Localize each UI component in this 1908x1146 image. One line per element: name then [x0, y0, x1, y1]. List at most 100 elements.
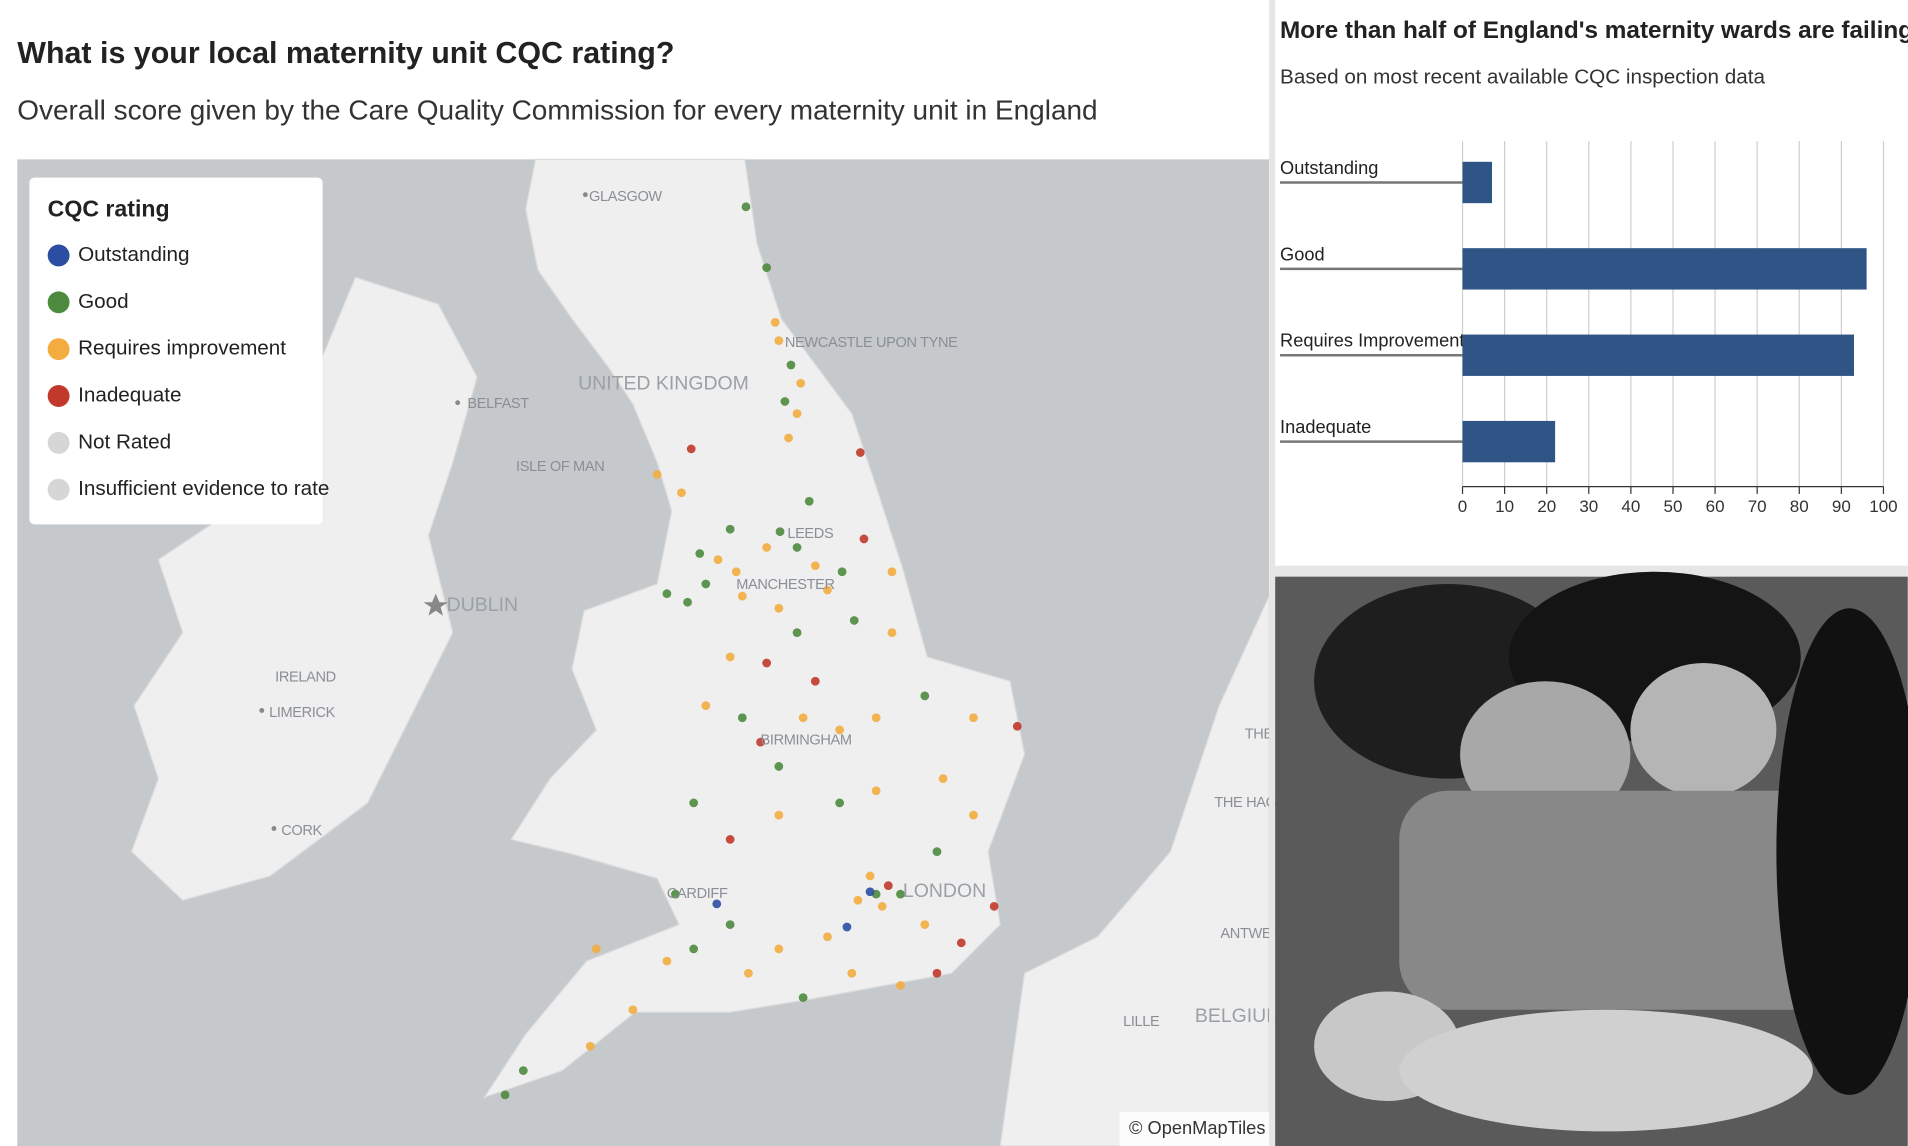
legend-label: Insufficient evidence to rate	[78, 477, 329, 500]
unit-dot	[989, 901, 999, 911]
legend-swatch	[47, 478, 70, 501]
unit-dot	[837, 567, 847, 577]
bar-chart: 0 10 20 30 40 50 60 70 80 90 100 Outstanding Good Req…	[1280, 141, 1898, 516]
unit-dot	[849, 616, 859, 625]
unit-dot	[887, 567, 897, 577]
unit-dot	[701, 701, 711, 710]
legend-label: Outstanding	[78, 243, 189, 266]
land-continent	[999, 595, 1270, 1146]
unit-dot	[762, 263, 772, 273]
place-label: BELFAST	[467, 396, 529, 412]
unit-dot	[896, 889, 905, 899]
unit-dot	[810, 676, 820, 686]
place-label: THE	[1245, 727, 1274, 743]
unit-dot	[774, 810, 784, 820]
map-subtitle: Overall score given by the Care Quality …	[17, 94, 1097, 125]
x-tick-label: 80	[1790, 497, 1809, 516]
unit-dot	[774, 336, 784, 346]
place-label: LILLE	[1123, 1014, 1160, 1030]
legend-swatch	[47, 431, 70, 454]
photo	[1275, 571, 1908, 1146]
divider	[1269, 0, 1276, 1146]
legend-label: Requires improvement	[78, 337, 286, 360]
city-dot	[271, 826, 277, 831]
y-tick-label: Outstanding	[1280, 157, 1378, 178]
legend-swatch	[47, 244, 70, 267]
photo-shape	[1776, 608, 1908, 1095]
bar	[1462, 334, 1854, 376]
unit-dot	[585, 1041, 595, 1051]
unit-dot	[677, 488, 686, 498]
unit-dot	[883, 881, 893, 891]
unit-dot	[744, 968, 753, 978]
unit-dot	[798, 993, 808, 1002]
x-tick-label: 30	[1579, 497, 1598, 516]
x-tick-label: 0	[1458, 497, 1467, 516]
unit-dot	[713, 555, 723, 564]
unit-dot	[810, 561, 820, 571]
unit-dot	[842, 922, 852, 932]
place-label: UNITED KINGDOM	[578, 373, 749, 395]
x-tick-label: 20	[1537, 497, 1556, 516]
unit-dot	[835, 798, 845, 808]
divider	[1275, 565, 1908, 577]
place-label: ISLE OF MAN	[516, 459, 604, 475]
city-dot	[582, 192, 588, 198]
x-tick-label: 10	[1495, 497, 1514, 516]
legend-label: Good	[78, 290, 129, 313]
unit-dot	[774, 762, 784, 771]
place-label: ANTWER	[1220, 926, 1281, 942]
unit-dot	[956, 938, 966, 948]
place-label: BIRMINGHAM	[761, 733, 852, 749]
attribution: © OpenMapTiles	[1129, 1117, 1265, 1138]
unit-dot	[847, 968, 857, 978]
unit-dot	[804, 496, 814, 506]
unit-dot	[774, 603, 784, 613]
city-dot	[455, 400, 461, 406]
unit-dot	[725, 920, 735, 929]
map-title: What is your local maternity unit CQC ra…	[17, 36, 674, 70]
place-label: LIMERICK	[269, 705, 336, 721]
unit-dot	[823, 932, 832, 942]
unit-dot	[871, 713, 881, 723]
land-great-britain	[482, 158, 1026, 1099]
unit-dot	[591, 944, 601, 954]
unit-dot	[932, 847, 942, 856]
photo-shape	[1399, 1009, 1813, 1132]
unit-dot	[712, 899, 722, 909]
legend-label: Not Rated	[78, 430, 171, 453]
unit-dot	[969, 713, 978, 723]
place-label: LONDON	[903, 880, 986, 902]
photo-shape	[1399, 790, 1862, 1010]
unit-dot	[737, 713, 747, 723]
unit-dot	[756, 737, 765, 747]
place-label: CORK	[281, 823, 322, 839]
place-label: LEEDS	[787, 526, 834, 542]
unit-dot	[792, 628, 802, 637]
y-tick-label: Requires Improvement	[1280, 330, 1464, 351]
unit-dot	[762, 658, 772, 668]
unit-dot	[859, 534, 869, 544]
y-tick-label: Inadequate	[1280, 416, 1371, 437]
place-label: CARDIFF	[667, 886, 728, 902]
legend-swatch	[47, 385, 70, 407]
unit-dot	[762, 543, 772, 552]
unit-dot	[871, 786, 881, 796]
legend-box	[29, 177, 323, 525]
unit-dot	[877, 901, 887, 911]
unit-dot	[741, 202, 751, 212]
unit-dots	[500, 202, 1022, 1100]
place-label: MANCHESTER	[736, 577, 834, 593]
unit-dot	[662, 589, 672, 599]
unit-dot	[695, 549, 705, 558]
map[interactable]: GLASGOW NEWCASTLE UPON TYNE UNITED KINGD…	[17, 158, 1282, 1146]
unit-dot	[784, 433, 793, 443]
unit-dot	[792, 543, 802, 552]
unit-dot	[823, 585, 832, 595]
chart-title: More than half of England's maternity wa…	[1280, 17, 1908, 44]
unit-dot	[786, 360, 796, 370]
capital-star	[423, 593, 448, 616]
unit-dot	[683, 597, 692, 607]
unit-dot	[770, 318, 780, 327]
